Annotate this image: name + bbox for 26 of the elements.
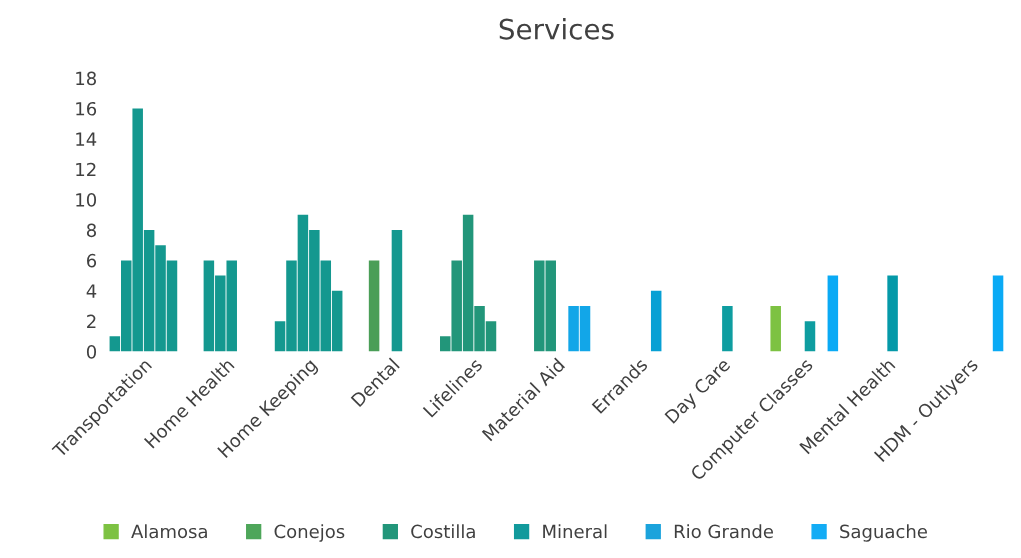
legend-label: Costilla xyxy=(411,524,475,539)
bar xyxy=(770,305,781,352)
legend-label: Saguache xyxy=(840,524,927,542)
chart-title: Services xyxy=(499,18,614,40)
bar xyxy=(992,275,1004,352)
legend-label: Alamosa xyxy=(131,524,207,539)
bar xyxy=(887,275,898,352)
y-tick-label: 8 xyxy=(86,223,96,238)
y-tick-label: 16 xyxy=(76,101,97,116)
legend-label: Mineral xyxy=(543,524,607,539)
y-tick-label: 14 xyxy=(76,132,97,146)
y-tick-label: 10 xyxy=(76,193,97,207)
y-tick-label: 6 xyxy=(87,253,97,268)
bar xyxy=(650,290,662,352)
y-tick-label: 0 xyxy=(86,345,97,359)
bar xyxy=(391,230,403,352)
y-tick-label: 2 xyxy=(87,314,96,329)
bar xyxy=(804,321,816,352)
bar xyxy=(827,275,839,352)
y-tick-label: 18 xyxy=(76,71,96,86)
y-tick-label: 4 xyxy=(86,284,97,298)
legend-label: Rio Grande xyxy=(674,524,773,539)
y-tick-label: 12 xyxy=(76,162,96,177)
legend-label: Conejos xyxy=(274,524,345,542)
bar xyxy=(722,305,733,352)
bar xyxy=(368,260,380,352)
